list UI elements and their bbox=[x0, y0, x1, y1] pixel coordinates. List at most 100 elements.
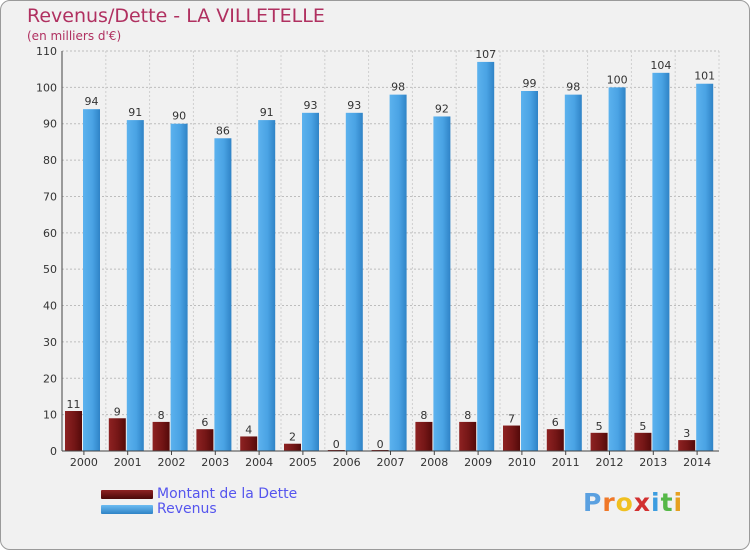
logo-letter: o bbox=[615, 488, 634, 517]
y-tick-label: 50 bbox=[43, 263, 57, 276]
x-tick-label: 2002 bbox=[158, 456, 186, 469]
chart-title: Revenus/Dette - LA VILLETELLE bbox=[27, 5, 325, 27]
x-tick-label: 2014 bbox=[683, 456, 711, 469]
bar-dette bbox=[196, 429, 214, 451]
data-label-dette: 0 bbox=[377, 438, 384, 451]
data-label-dette: 8 bbox=[464, 409, 471, 422]
data-label-revenus: 90 bbox=[172, 110, 186, 123]
bar-dette bbox=[503, 425, 520, 451]
data-label-revenus: 99 bbox=[523, 77, 537, 90]
data-label-dette: 4 bbox=[245, 423, 252, 436]
y-tick-label: 60 bbox=[43, 227, 57, 240]
logo-letter: P bbox=[583, 488, 603, 517]
x-tick-label: 2013 bbox=[639, 456, 667, 469]
x-tick-label: 2000 bbox=[70, 456, 98, 469]
y-tick-label: 0 bbox=[50, 445, 57, 458]
bar-revenus bbox=[521, 91, 538, 451]
bar-revenus bbox=[477, 61, 495, 452]
y-tick-label: 100 bbox=[36, 81, 57, 94]
data-label-revenus: 91 bbox=[260, 106, 274, 119]
bar-revenus bbox=[214, 138, 232, 452]
bar-revenus bbox=[170, 123, 188, 452]
data-label-dette: 2 bbox=[289, 431, 296, 444]
bar-dette bbox=[546, 429, 564, 451]
data-label-revenus: 92 bbox=[435, 102, 449, 115]
data-label-revenus: 98 bbox=[566, 81, 580, 94]
bar-dette bbox=[240, 436, 258, 451]
bars-layer bbox=[65, 61, 714, 452]
proxiti-logo: Proxiti bbox=[583, 488, 683, 517]
logo-letter: x bbox=[633, 488, 651, 517]
x-tick-label: 2004 bbox=[245, 456, 273, 469]
bar-dette bbox=[634, 432, 652, 451]
data-label-dette: 8 bbox=[158, 409, 165, 422]
bar-dette bbox=[590, 432, 608, 451]
data-label-revenus: 98 bbox=[391, 81, 405, 94]
legend: Montant de la Dette Revenus bbox=[101, 487, 297, 517]
data-label-revenus: 104 bbox=[650, 59, 671, 72]
x-tick-label: 2010 bbox=[508, 456, 536, 469]
data-label-dette: 5 bbox=[596, 420, 603, 433]
data-label-dette: 5 bbox=[639, 420, 646, 433]
legend-item-dette: Montant de la Dette bbox=[101, 487, 297, 502]
y-tick-label: 80 bbox=[43, 154, 57, 167]
x-tick-label: 2005 bbox=[289, 456, 317, 469]
data-label-revenus: 100 bbox=[607, 73, 628, 86]
x-tick-label: 2008 bbox=[420, 456, 448, 469]
legend-swatch-revenus bbox=[101, 505, 153, 514]
bar-dette bbox=[459, 421, 477, 451]
x-tick-label: 2012 bbox=[596, 456, 624, 469]
data-label-revenus: 86 bbox=[216, 124, 230, 137]
bar-revenus bbox=[345, 112, 363, 452]
bar-revenus bbox=[564, 94, 582, 452]
data-label-revenus: 101 bbox=[694, 70, 715, 83]
bar-revenus bbox=[302, 112, 319, 452]
data-label-dette: 3 bbox=[683, 427, 690, 440]
bar-revenus bbox=[389, 94, 407, 452]
x-tick-label: 2009 bbox=[464, 456, 492, 469]
data-label-revenus: 94 bbox=[85, 95, 99, 108]
y-tick-label: 110 bbox=[36, 45, 57, 58]
bar-dette bbox=[284, 443, 301, 451]
bar-revenus bbox=[433, 116, 451, 452]
logo-letter: t bbox=[660, 488, 674, 517]
y-tick-label: 10 bbox=[43, 409, 57, 422]
data-label-dette: 0 bbox=[333, 438, 340, 451]
y-tick-label: 40 bbox=[43, 300, 57, 313]
legend-label-revenus: Revenus bbox=[157, 501, 217, 517]
bar-dette bbox=[415, 421, 433, 451]
y-tick-label: 70 bbox=[43, 190, 57, 203]
bar-revenus bbox=[652, 72, 670, 452]
data-label-revenus: 91 bbox=[128, 106, 142, 119]
bar-revenus bbox=[83, 109, 100, 451]
x-tick-label: 2007 bbox=[377, 456, 405, 469]
data-label-dette: 7 bbox=[508, 413, 515, 426]
y-tick-label: 90 bbox=[43, 118, 57, 131]
logo-letter: r bbox=[602, 488, 616, 517]
bar-revenus bbox=[696, 83, 714, 452]
data-label-dette: 6 bbox=[552, 416, 559, 429]
bar-revenus bbox=[126, 120, 144, 451]
data-label-dette: 8 bbox=[420, 409, 427, 422]
bar-dette bbox=[108, 418, 126, 451]
x-tick-label: 2011 bbox=[552, 456, 580, 469]
y-tick-label: 30 bbox=[43, 336, 57, 349]
logo-letter: i bbox=[651, 488, 661, 517]
labels-layer: 11 94 9 91 8 90 6 86 4 91 2 93 0 93 0 98 8 92 8 107 7 99 6 98 5 1… bbox=[67, 48, 716, 451]
data-label-dette: 11 bbox=[67, 398, 81, 411]
data-label-revenus: 107 bbox=[475, 48, 496, 61]
bar-revenus bbox=[608, 87, 626, 451]
data-label-dette: 6 bbox=[201, 416, 208, 429]
bar-dette bbox=[678, 440, 696, 451]
legend-item-revenus: Revenus bbox=[101, 502, 297, 517]
chart-subtitle: (en milliers d'€) bbox=[27, 29, 122, 43]
x-tick-label: 2006 bbox=[333, 456, 361, 469]
bar-dette bbox=[152, 421, 170, 451]
legend-label-dette: Montant de la Dette bbox=[157, 486, 298, 502]
data-label-revenus: 93 bbox=[347, 99, 361, 112]
data-label-dette: 9 bbox=[114, 405, 121, 418]
x-tick-label: 2003 bbox=[201, 456, 229, 469]
